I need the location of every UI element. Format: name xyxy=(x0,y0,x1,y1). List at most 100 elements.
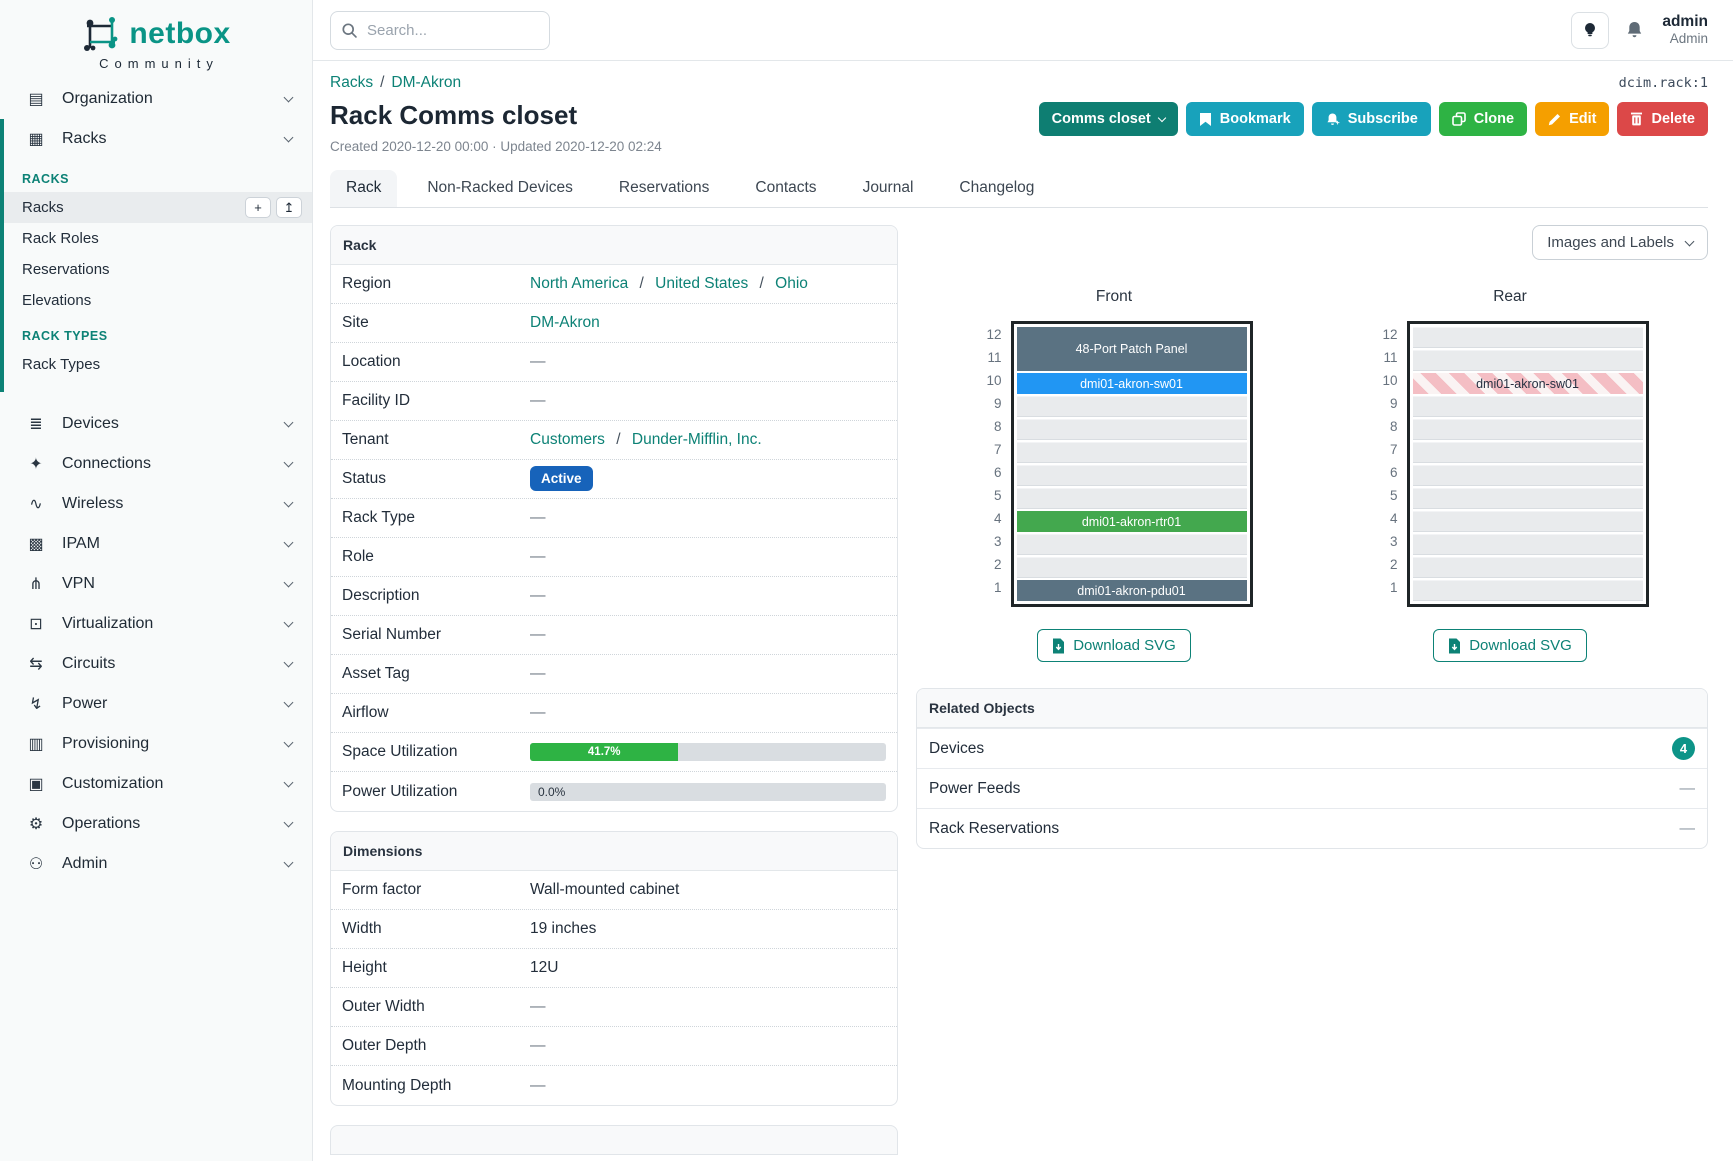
power-utilization-bar: 0.0% xyxy=(530,782,886,801)
field-row-airflow: Airflow — xyxy=(331,694,897,733)
dimensions-panel: Dimensions Form factor Wall-mounted cabi… xyxy=(330,831,898,1106)
sidebar-item-wireless[interactable]: ∿ Wireless xyxy=(0,484,312,524)
notifications-button[interactable] xyxy=(1625,20,1644,40)
sidebar-subitem-rack-roles[interactable]: Rack Roles xyxy=(22,230,99,247)
sidebar-subitem-rack-types[interactable]: Rack Types xyxy=(22,356,101,373)
copy-icon xyxy=(1451,112,1466,126)
breadcrumb-site-link[interactable]: DM-Akron xyxy=(391,74,462,91)
front-elevation: Front 12 11 10 9 8 7 6 5 xyxy=(916,288,1312,662)
field-row-status: Status Active xyxy=(331,460,897,499)
subscribe-button[interactable]: Subscribe xyxy=(1311,102,1431,136)
sidebar-item-virtualization[interactable]: ⊡ Virtualization xyxy=(0,604,312,644)
sidebar-item-connections[interactable]: ✦ Connections xyxy=(0,444,312,484)
device-switch[interactable]: dmi01-akron-sw01 xyxy=(1016,373,1247,394)
empty-slot-u6 xyxy=(1412,465,1643,486)
power-icon: ↯ xyxy=(29,696,43,713)
empty-slot-u1 xyxy=(1412,580,1643,601)
bookmark-button[interactable]: Bookmark xyxy=(1185,102,1304,136)
search-input[interactable] xyxy=(367,21,517,39)
tab-rack[interactable]: Rack xyxy=(330,170,398,207)
related-row-power-feeds[interactable]: Power Feeds — xyxy=(917,768,1707,808)
related-row-devices[interactable]: Devices 4 xyxy=(917,728,1707,768)
dimensions-panel-title: Dimensions xyxy=(331,832,897,871)
edit-button[interactable]: Edit xyxy=(1535,102,1610,136)
user-menu[interactable]: admin Admin xyxy=(1662,12,1708,48)
empty-slot-u5 xyxy=(1016,488,1247,509)
empty-slot-u7 xyxy=(1412,442,1643,463)
device-router[interactable]: dmi01-akron-rtr01 xyxy=(1016,511,1247,532)
front-unit-numbers: 12 11 10 9 8 7 6 5 4 3 xyxy=(986,327,1002,595)
chevron-down-icon xyxy=(283,777,294,788)
tab-reservations[interactable]: Reservations xyxy=(618,179,710,196)
sidebar-item-admin[interactable]: ⚇ Admin xyxy=(0,844,312,884)
rear-download-svg-button[interactable]: Download SVG xyxy=(1433,629,1587,662)
related-objects-title: Related Objects xyxy=(917,689,1707,728)
sidebar-subitem-reservations[interactable]: Reservations xyxy=(22,261,110,278)
sidebar-item-power[interactable]: ↯ Power xyxy=(0,684,312,724)
search-box[interactable] xyxy=(330,10,550,50)
site-link[interactable]: DM-Akron xyxy=(530,314,600,331)
page-content: Racks / DM-Akron dcim.rack:1 Rack Comms … xyxy=(313,61,1733,1161)
breadcrumb: Racks / DM-Akron dcim.rack:1 xyxy=(330,74,1708,91)
vpn-icon: ⋔ xyxy=(29,576,43,593)
space-utilization-fill: 41.7% xyxy=(530,743,679,761)
tenant-link[interactable]: Dunder-Mifflin, Inc. xyxy=(631,431,762,448)
chevron-down-icon xyxy=(283,697,294,708)
brand-subtitle: Community xyxy=(99,56,219,71)
sidebar-subitem-elevations[interactable]: Elevations xyxy=(22,292,92,309)
bell-plus-icon xyxy=(1327,113,1340,125)
clone-button[interactable]: Clone xyxy=(1438,102,1528,136)
sidebar-item-provisioning[interactable]: ▥ Provisioning xyxy=(0,724,312,764)
field-row-region: Region North America / United States / O… xyxy=(331,265,897,304)
field-row-description: Description — xyxy=(331,577,897,616)
sidebar-item-circuits[interactable]: ⇆ Circuits xyxy=(0,644,312,684)
view-toggle-button[interactable]: Comms closet xyxy=(1038,102,1178,136)
import-rack-button[interactable]: ↥ xyxy=(276,197,302,218)
object-reference: dcim.rack:1 xyxy=(1618,75,1708,91)
device-patch-panel[interactable]: 48-Port Patch Panel xyxy=(1016,327,1247,371)
device-switch-rear[interactable]: dmi01-akron-sw01 xyxy=(1412,373,1643,394)
field-row-mounting-depth: Mounting Depth — xyxy=(342,1076,546,1094)
field-row-space-utilization: Space Utilization 41.7% xyxy=(331,733,897,772)
device-pdu[interactable]: dmi01-akron-pdu01 xyxy=(1016,580,1247,601)
empty-slot-u8 xyxy=(1016,419,1247,440)
field-row-power-utilization: Power Utilization 0.0% xyxy=(331,772,897,811)
elevation-display-select[interactable]: Images and Labels xyxy=(1532,225,1708,260)
sidebar-item-organization[interactable]: ▤ Organization xyxy=(0,79,312,119)
tab-journal[interactable]: Journal xyxy=(862,179,914,196)
field-row-height: Height 12U xyxy=(331,949,897,988)
front-download-svg-button[interactable]: Download SVG xyxy=(1037,629,1191,662)
action-buttons: Comms closet Bookmark xyxy=(1038,102,1708,154)
sidebar-item-ipam[interactable]: ▩ IPAM xyxy=(0,524,312,564)
sidebar-item-customization[interactable]: ▣ Customization xyxy=(0,764,312,804)
sidebar-item-vpn[interactable]: ⋔ VPN xyxy=(0,564,312,604)
tab-changelog[interactable]: Changelog xyxy=(959,179,1035,196)
field-row-outer-depth: Outer Depth — xyxy=(331,1027,897,1066)
region-link[interactable]: United States xyxy=(655,275,749,292)
field-row-tenant: Tenant Customers / Dunder-Mifflin, Inc. xyxy=(331,421,897,460)
ipam-icon: ▩ xyxy=(28,536,44,553)
tenant-group-link[interactable]: Customers xyxy=(530,431,605,448)
circuits-icon: ⇆ xyxy=(29,656,43,673)
tab-non-racked-devices[interactable]: Non-Racked Devices xyxy=(427,179,573,196)
rear-elevation: Rear 12 11 10 9 8 7 6 5 xyxy=(1312,288,1708,662)
theme-toggle-button[interactable] xyxy=(1571,11,1610,49)
racks-icon: ▦ xyxy=(28,131,44,148)
netbox-logo[interactable]: netbox Community xyxy=(0,0,312,79)
sidebar-subitem-racks[interactable]: Racks + ↥ xyxy=(4,192,312,223)
sidebar-item-racks[interactable]: ▦ Racks xyxy=(4,119,312,159)
related-row-rack-reservations[interactable]: Rack Reservations — xyxy=(917,808,1707,848)
operations-icon: ⚙ xyxy=(28,816,44,833)
file-download-icon xyxy=(1053,638,1065,653)
add-rack-button[interactable]: + xyxy=(245,197,271,218)
sidebar-item-operations[interactable]: ⚙ Operations xyxy=(0,804,312,844)
region-link[interactable]: North America xyxy=(530,275,629,292)
region-link[interactable]: Ohio xyxy=(775,275,808,292)
devices-icon: ≣ xyxy=(29,416,43,433)
tab-contacts[interactable]: Contacts xyxy=(755,179,817,196)
breadcrumb-racks-link[interactable]: Racks xyxy=(330,74,374,91)
sidebar-item-devices[interactable]: ≣ Devices xyxy=(0,404,312,444)
delete-button[interactable]: Delete xyxy=(1617,102,1708,136)
status-badge: Active xyxy=(530,466,593,491)
empty-slot-u9 xyxy=(1016,396,1247,417)
